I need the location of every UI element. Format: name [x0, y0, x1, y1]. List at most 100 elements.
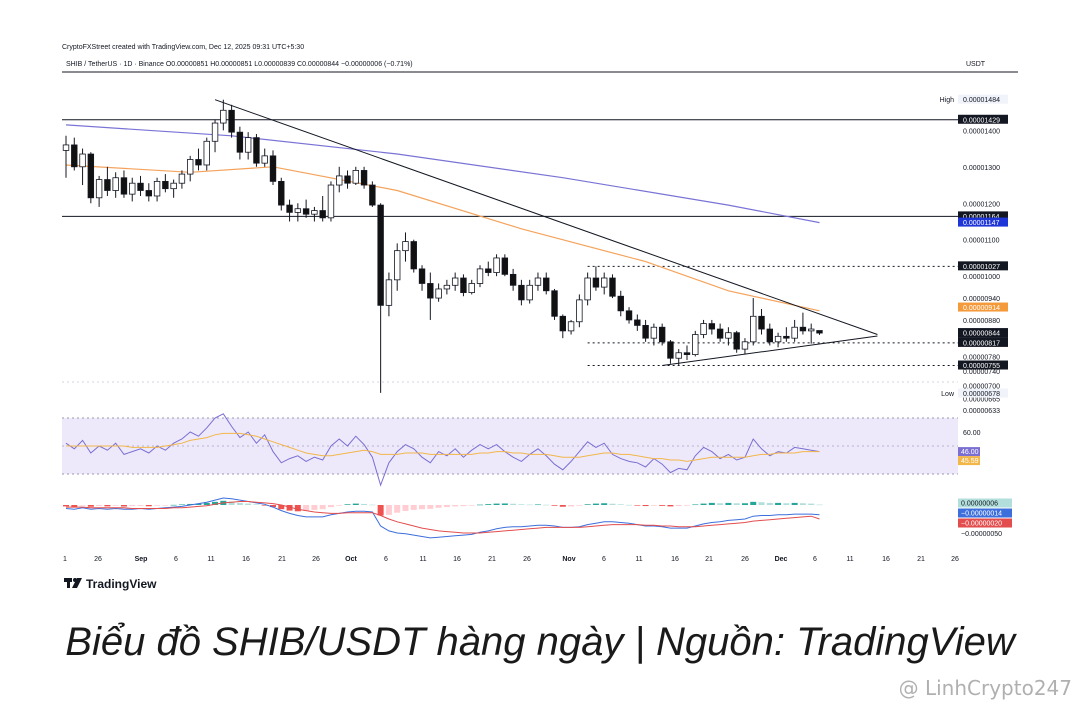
candle[interactable]: [253, 137, 260, 164]
candle[interactable]: [236, 131, 244, 153]
candle[interactable]: [634, 319, 641, 326]
rsi-pane[interactable]: 60.00 46.00 45.59: [62, 413, 981, 487]
candle[interactable]: [170, 182, 177, 190]
candle[interactable]: [708, 323, 716, 330]
candle[interactable]: [576, 299, 583, 323]
candle[interactable]: [228, 109, 235, 133]
macd-histogram-bar: [427, 505, 434, 509]
candle[interactable]: [783, 335, 790, 339]
candle[interactable]: [509, 273, 517, 286]
candle[interactable]: [642, 325, 649, 339]
candle[interactable]: [584, 277, 591, 301]
candle[interactable]: [410, 241, 417, 270]
candle[interactable]: [418, 268, 426, 284]
candle[interactable]: [385, 279, 393, 306]
candle[interactable]: [758, 315, 765, 330]
candle[interactable]: [327, 184, 335, 219]
candle[interactable]: [427, 283, 434, 299]
candle[interactable]: [62, 144, 70, 151]
candle[interactable]: [360, 170, 368, 186]
candle[interactable]: [112, 177, 119, 191]
candle[interactable]: [592, 277, 600, 288]
candle[interactable]: [518, 284, 525, 301]
candle[interactable]: [791, 326, 798, 339]
candle[interactable]: [526, 284, 533, 301]
candle[interactable]: [393, 250, 401, 281]
candle[interactable]: [625, 310, 633, 321]
time-tick-label: 16: [453, 556, 461, 563]
candle[interactable]: [493, 257, 500, 273]
candle[interactable]: [87, 153, 95, 199]
candle[interactable]: [567, 321, 575, 332]
candle[interactable]: [377, 204, 384, 306]
candle[interactable]: [534, 277, 542, 286]
candle[interactable]: [692, 334, 699, 355]
candle[interactable]: [145, 190, 152, 197]
trendline[interactable]: [662, 335, 878, 367]
candle[interactable]: [543, 277, 550, 292]
candle[interactable]: [278, 180, 285, 206]
candle[interactable]: [104, 179, 111, 191]
candle[interactable]: [71, 144, 78, 168]
candle[interactable]: [658, 326, 666, 343]
candle[interactable]: [675, 352, 682, 359]
candle[interactable]: [294, 208, 302, 213]
candle[interactable]: [352, 170, 359, 184]
candle[interactable]: [716, 328, 724, 339]
candle[interactable]: [153, 180, 161, 197]
candle[interactable]: [402, 241, 409, 252]
candle[interactable]: [551, 290, 558, 317]
candle[interactable]: [601, 277, 608, 288]
candle[interactable]: [129, 182, 136, 195]
candle[interactable]: [269, 155, 277, 182]
candle[interactable]: [501, 257, 509, 275]
candle[interactable]: [162, 180, 169, 190]
candle[interactable]: [460, 277, 467, 293]
candle[interactable]: [319, 210, 326, 219]
candle[interactable]: [451, 277, 459, 286]
candle[interactable]: [244, 137, 252, 153]
candle[interactable]: [203, 140, 210, 166]
candle[interactable]: [609, 277, 616, 297]
candle[interactable]: [750, 315, 757, 343]
candle[interactable]: [302, 208, 310, 215]
candle[interactable]: [311, 210, 318, 215]
candle[interactable]: [799, 326, 807, 332]
candle[interactable]: [120, 177, 128, 195]
candle[interactable]: [178, 173, 186, 184]
candle[interactable]: [211, 122, 219, 142]
candle[interactable]: [435, 288, 442, 299]
candle[interactable]: [700, 323, 707, 335]
candle[interactable]: [344, 175, 351, 184]
candle[interactable]: [476, 268, 484, 284]
candle[interactable]: [667, 341, 674, 359]
quote-currency-label[interactable]: USDT: [966, 61, 986, 68]
candle[interactable]: [741, 341, 749, 350]
candle[interactable]: [683, 352, 691, 355]
candle[interactable]: [774, 335, 782, 343]
candle[interactable]: [816, 330, 823, 334]
candle[interactable]: [95, 179, 103, 199]
price-pane[interactable]: 0.00001400 0.00001300 0.00001200 0.00001100…: [62, 71, 1018, 415]
macd-pane[interactable]: 0.00000006 −0.00000014 −0.00000020 −0.00000…: [63, 497, 1012, 539]
candle[interactable]: [261, 155, 268, 164]
candle[interactable]: [220, 109, 227, 124]
candle[interactable]: [617, 295, 624, 312]
candle[interactable]: [369, 184, 376, 206]
candle[interactable]: [559, 315, 566, 332]
candle[interactable]: [485, 268, 492, 273]
candle[interactable]: [650, 326, 658, 339]
candle[interactable]: [336, 175, 343, 186]
candle[interactable]: [137, 182, 144, 191]
candle[interactable]: [443, 284, 451, 290]
candle[interactable]: [79, 153, 86, 168]
candle[interactable]: [286, 204, 293, 213]
candle[interactable]: [468, 283, 475, 293]
candle[interactable]: [186, 159, 194, 175]
candle[interactable]: [766, 328, 773, 343]
trendline[interactable]: [214, 99, 878, 335]
candle[interactable]: [725, 332, 732, 339]
candle[interactable]: [195, 159, 202, 166]
candle[interactable]: [733, 332, 740, 350]
candle[interactable]: [808, 328, 815, 332]
